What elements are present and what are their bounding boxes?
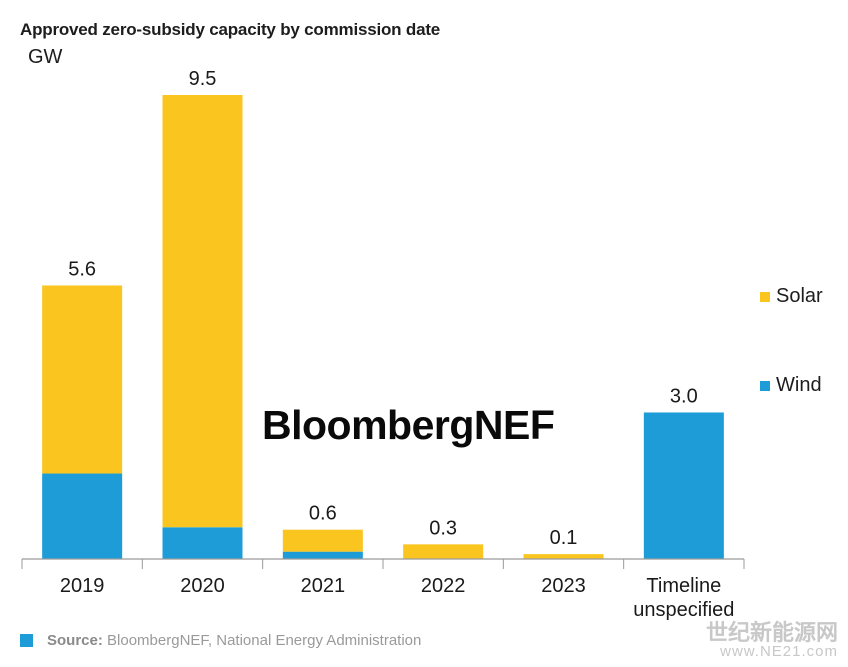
bar-solar-2021 [282,529,363,552]
legend-swatch-solar [760,291,770,302]
x-tick-label-2023: 2023 [541,575,586,597]
bloombergnef-watermark: BloombergNEF [262,402,555,448]
chart-title: Approved zero-subsidy capacity by commis… [20,20,441,39]
legend-swatch-wind [760,380,770,391]
y-axis-unit: GW [28,46,63,68]
legend-item-solar: Solar [760,285,823,308]
data-label-2023: 0.1 [550,527,578,549]
bar-solar-2019 [42,285,123,474]
x-tick-label-2019: 2019 [60,575,105,597]
data-label-2019: 5.6 [68,258,96,280]
bar-wind-timeline-unspecified [643,412,724,559]
corner-watermark: 世纪新能源网 www.NE21.com [705,620,838,660]
corner-watermark-line2: www.NE21.com [720,643,838,660]
data-label-2022: 0.3 [429,517,457,539]
data-label-2020: 9.5 [189,68,217,90]
legend-label-wind: Wind [776,374,822,396]
bar-solar-2020 [162,95,243,528]
data-label-timeline-unspecified: 3.0 [670,385,698,407]
legend-item-wind: Wind [760,374,822,397]
data-label-2021: 0.6 [309,503,337,525]
x-tick-label-2021: 2021 [301,575,346,597]
bar-wind-2020 [162,527,243,559]
bar-solar-2022 [403,544,484,559]
corner-watermark-line1: 世纪新能源网 [705,620,838,645]
bar-wind-2021 [282,551,363,559]
source-note: Source: BloombergNEF, National Energy Ad… [20,632,421,649]
x-tick-label-2022: 2022 [421,575,466,597]
x-tick-label-2020: 2020 [180,575,225,597]
source-value: BloombergNEF, National Energy Administra… [107,632,422,649]
bar-wind-2019 [42,473,123,559]
legend-label-solar: Solar [776,285,823,307]
x-tick-label-timeline-unspecified-2: unspecified [633,599,734,621]
source-text: Source: BloombergNEF, National Energy Ad… [47,632,421,649]
x-tick-label-timeline-unspecified-1: Timeline [646,575,721,597]
source-swatch [20,634,33,647]
source-label: Source: [47,632,103,649]
bar-solar-2023 [523,554,604,559]
